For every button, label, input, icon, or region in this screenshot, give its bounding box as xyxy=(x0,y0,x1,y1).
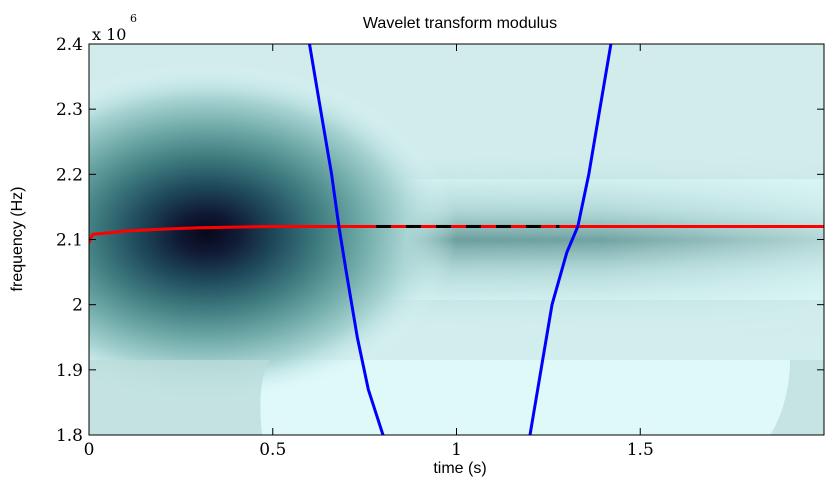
heatmap-lower-right-region xyxy=(770,360,824,435)
x-axis-label: time (s) xyxy=(433,460,486,477)
heatmap-energy-peak xyxy=(89,63,457,403)
x-tick-label: 1.5 xyxy=(627,440,654,460)
y-tick-label: 2.3 xyxy=(56,100,83,120)
y-tick-label: 2.1 xyxy=(56,231,83,251)
y-tick-label: 2.2 xyxy=(56,165,83,185)
y-axis-label: frequency (Hz) xyxy=(9,187,26,292)
heatmap-lower-left-region xyxy=(89,360,270,435)
x-tick-label: 0.5 xyxy=(259,440,286,460)
ridge-line xyxy=(89,225,824,244)
y-tick-label: 1.9 xyxy=(56,361,83,381)
y-tick-label: 2 xyxy=(72,296,83,316)
chart-title: Wavelet transform modulus xyxy=(363,15,557,32)
y-axis-ticks: 1.8 1.9 2 2.1 2.2 2.3 2.4 xyxy=(56,35,824,446)
heatmap-image xyxy=(89,44,824,435)
left-curve-line xyxy=(308,44,385,435)
y-axis-exponent-label: x 10 xyxy=(92,25,126,44)
series-layer xyxy=(89,44,824,435)
x-axis-ticks: 0 0.5 1 1.5 xyxy=(84,44,654,460)
x-tick-label: 0 xyxy=(84,440,95,460)
x-tick-label: 1 xyxy=(451,440,462,460)
y-tick-label: 1.8 xyxy=(56,426,83,446)
right-curve-line xyxy=(528,44,613,435)
y-axis-exponent-power: 6 xyxy=(130,12,137,25)
y-tick-label: 2.4 xyxy=(56,35,83,55)
